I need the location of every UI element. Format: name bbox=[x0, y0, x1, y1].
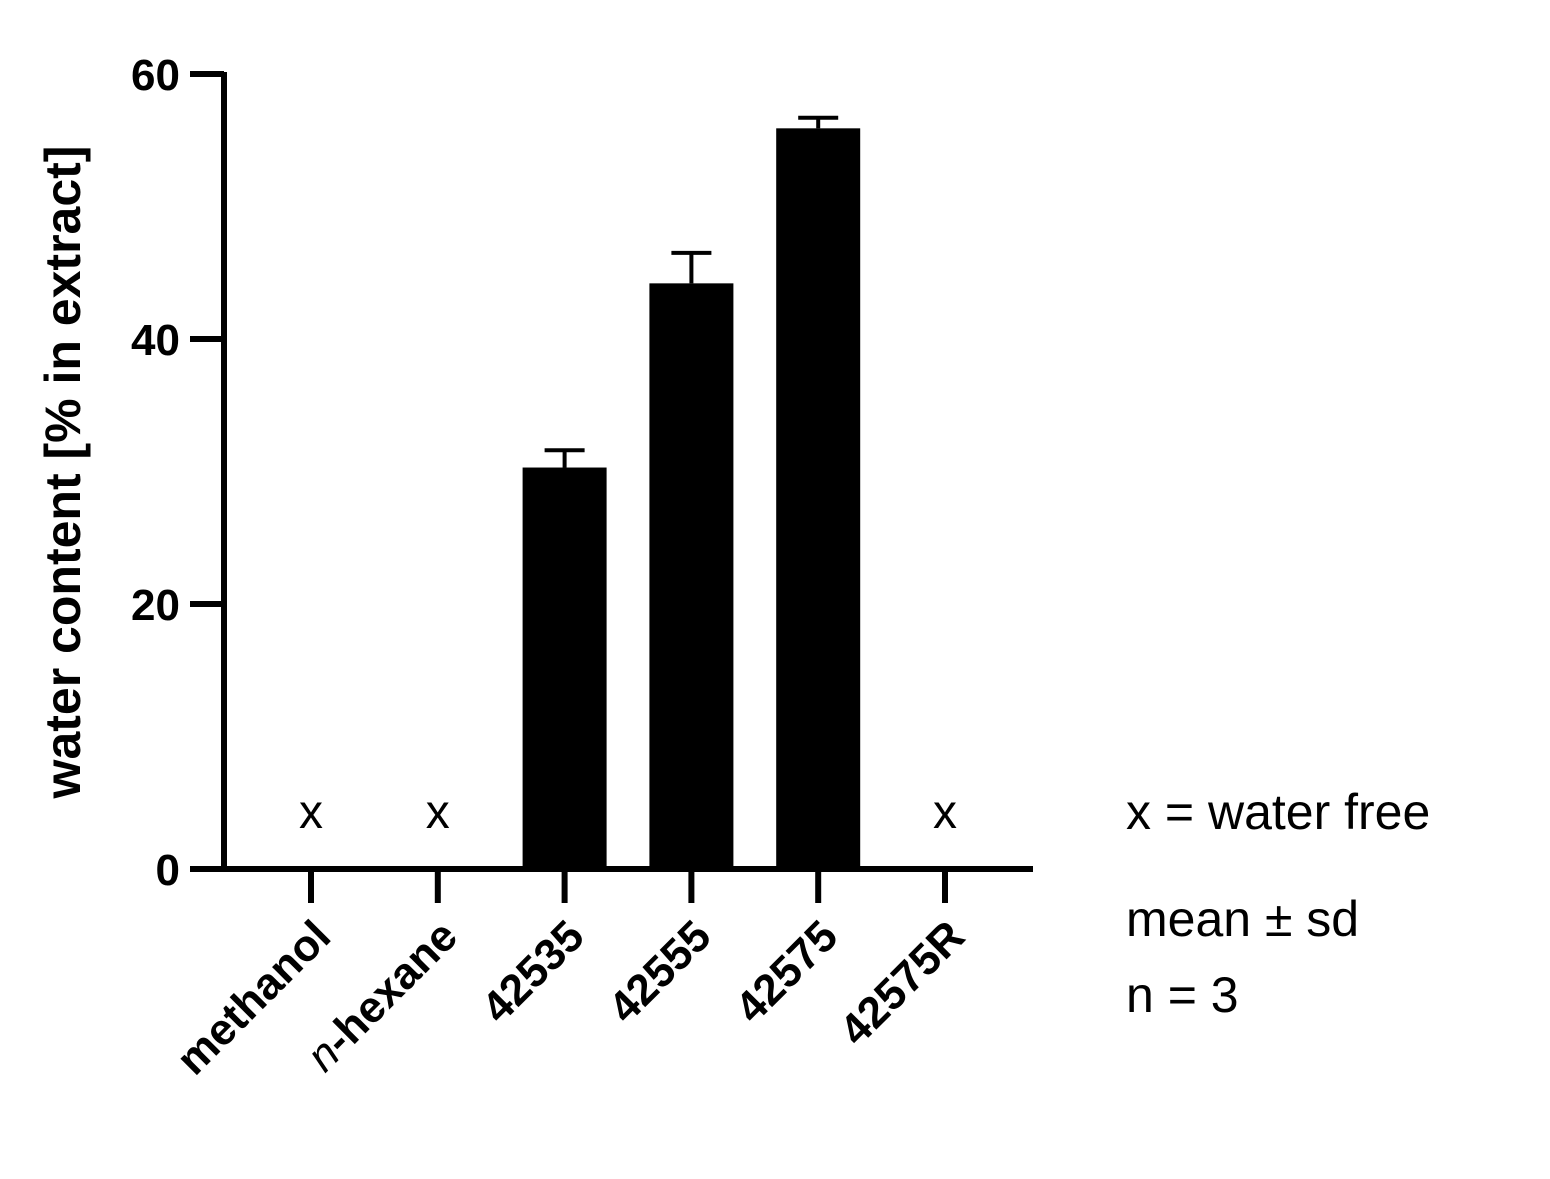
n-note: n = 3 bbox=[1126, 967, 1239, 1023]
bar bbox=[649, 283, 734, 870]
bar bbox=[522, 467, 607, 869]
x-category-label: 42555 bbox=[599, 911, 720, 1032]
y-tick-label: 0 bbox=[156, 846, 180, 895]
y-tick-label: 40 bbox=[131, 316, 180, 365]
x-category-label: 42535 bbox=[473, 911, 594, 1032]
y-tick-label: 60 bbox=[131, 51, 180, 100]
y-axis-title: water content [% in extract] bbox=[35, 146, 91, 800]
bars bbox=[522, 115, 861, 870]
stat-note: mean ± sd bbox=[1126, 891, 1359, 947]
axes: 0 20 40 60 bbox=[131, 51, 1033, 903]
x-category-label: 42575R bbox=[830, 911, 974, 1055]
x-category-label-rest: -hexane bbox=[315, 911, 467, 1063]
bar bbox=[776, 128, 861, 869]
y-tick-label: 20 bbox=[131, 581, 180, 630]
x-category-label: 42575 bbox=[726, 911, 847, 1032]
marker-legend-note: x = water free bbox=[1126, 784, 1430, 840]
water-free-marker: x bbox=[426, 786, 450, 839]
water-free-marker: x bbox=[933, 786, 957, 839]
water-free-marker: x bbox=[299, 786, 323, 839]
